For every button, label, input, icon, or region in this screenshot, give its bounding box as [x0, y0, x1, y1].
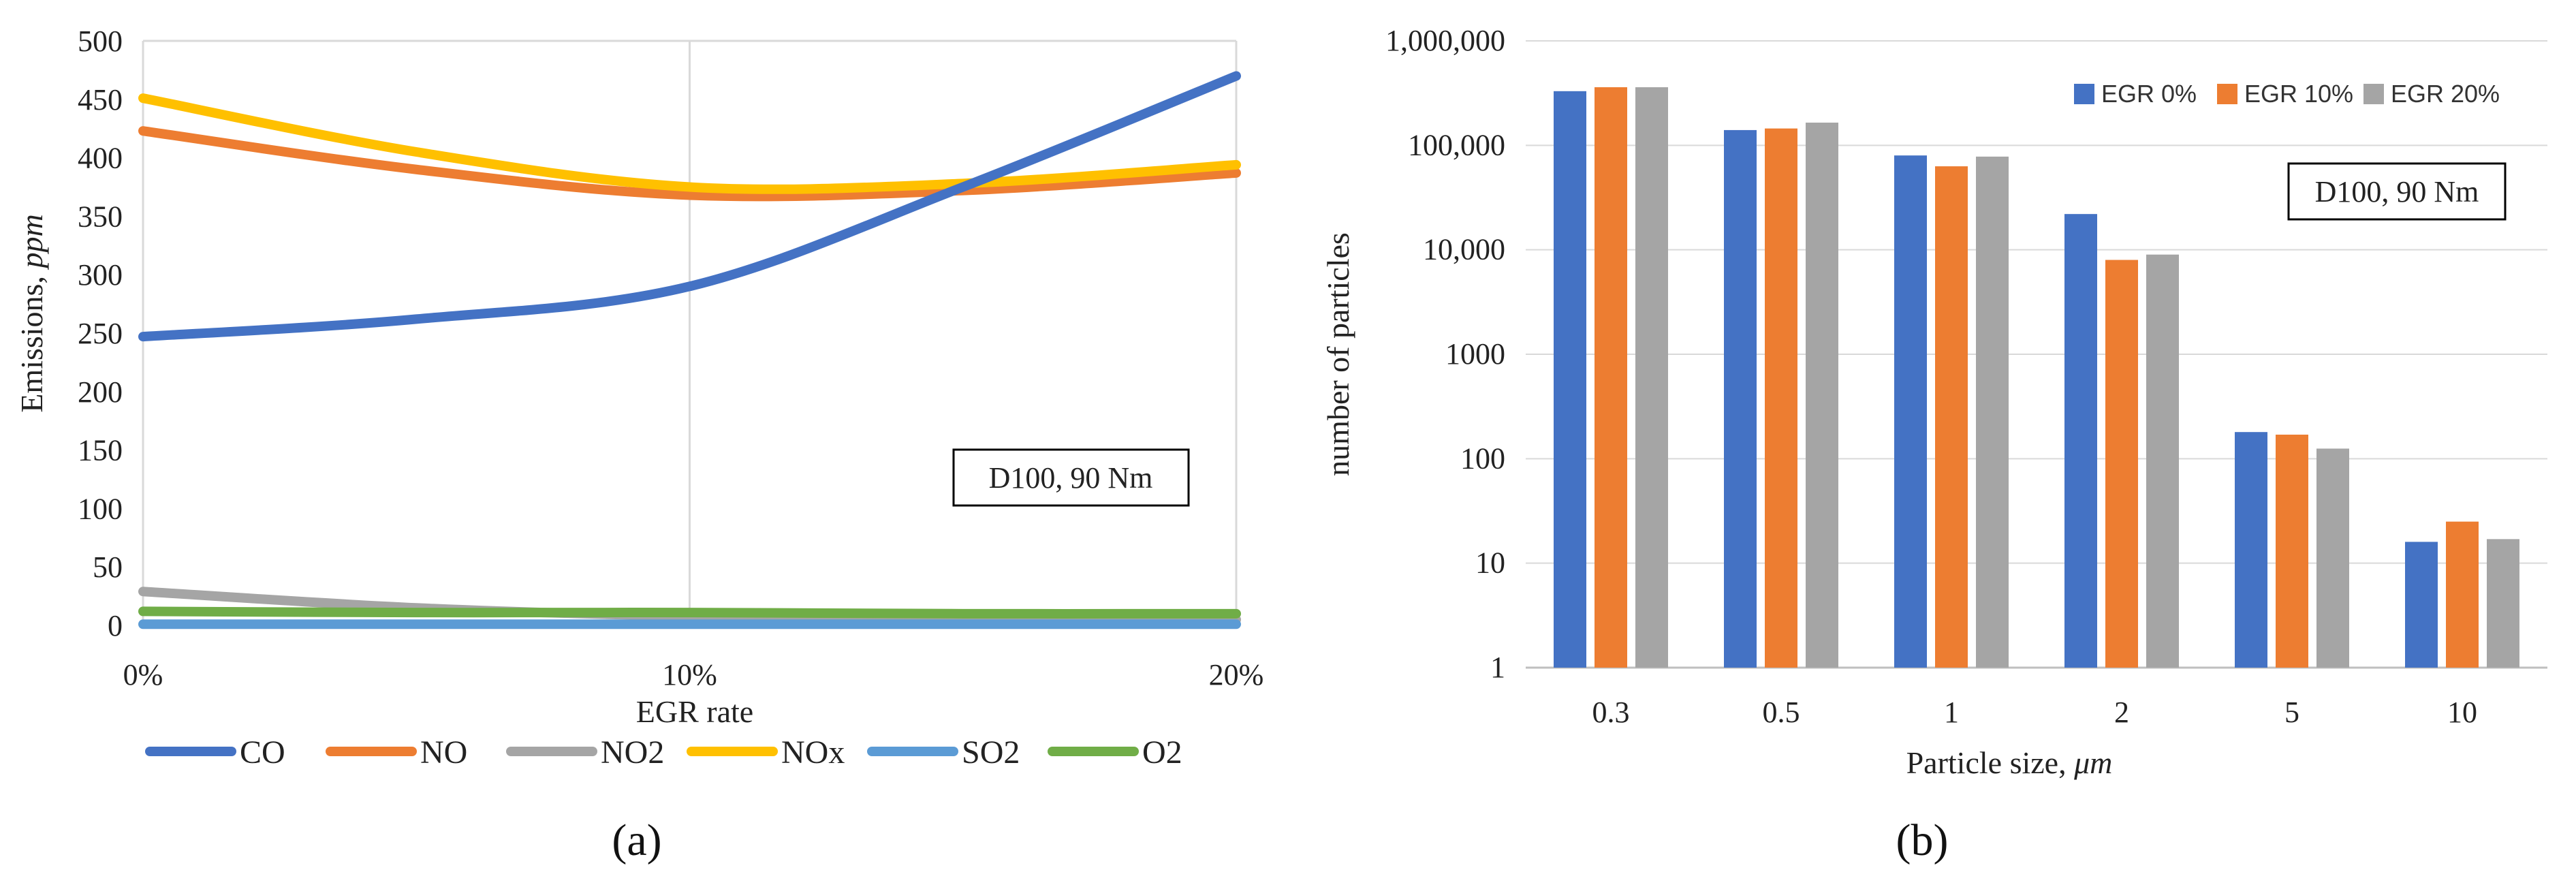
chart-b-y-ticks: 1 10 100 1000 10,000 100,000 1,000,000: [1385, 24, 2547, 684]
bar-egr-0-0-3: [1554, 91, 1586, 668]
legend-swatch-egr-10: [2217, 84, 2237, 104]
bar-egr-20-2: [2146, 254, 2179, 668]
series-line-co: [138, 71, 1241, 342]
legend-label-so2: SO2: [962, 734, 1020, 771]
bar-egr-10-2: [2105, 260, 2138, 668]
bar-egr-10-10: [2446, 521, 2479, 668]
bar-egr-0-1: [1894, 155, 1927, 668]
chart-b-x-tick-label: 2: [2114, 696, 2129, 729]
chart-b: 1 10 100 1000 10,000 100,000 1,000,000 0.3 0.5 1…: [1321, 24, 2547, 865]
chart-a-x-axis-label: EGR rate: [636, 694, 753, 729]
bar-egr-20-0-3: [1635, 87, 1668, 668]
series-line-nox: [138, 93, 1241, 194]
chart-b-x-tick-label: 1: [1944, 696, 1959, 729]
chart-b-y-tick-label: 100: [1460, 441, 1505, 475]
legend-swatch-egr-0: [2074, 84, 2094, 104]
chart-b-annotation: D100, 90 Nm: [2287, 162, 2507, 221]
bar-egr-10-5: [2276, 434, 2308, 668]
chart-b-x-tick-label: 10: [2447, 696, 2477, 729]
legend-swatch-egr-20: [2363, 84, 2384, 104]
bar-egr-10-1: [1935, 166, 1968, 668]
bar-egr-0-0-5: [1724, 129, 1757, 668]
chart-a-y-tick-label: 100: [78, 492, 123, 525]
bar-egr-20-1: [1976, 156, 2009, 668]
bar-egr-20-10: [2487, 539, 2519, 668]
chart-a-y-tick-label: 400: [78, 142, 123, 175]
chart-a-y-tick-label: 200: [78, 375, 123, 409]
bar-egr-0-5: [2235, 432, 2267, 668]
chart-a-y-tick-label: 150: [78, 434, 123, 467]
legend-label-o2: O2: [1142, 734, 1182, 771]
chart-a-x-tick-label: 20%: [1209, 658, 1264, 691]
chart-b-y-tick-label: 10: [1475, 546, 1505, 580]
chart-b-x-tick-label: 0.3: [1592, 696, 1630, 729]
legend-label-co: CO: [240, 734, 285, 771]
legend-label-no: NO: [420, 734, 467, 771]
chart-a-y-tick-label: 0: [108, 609, 123, 642]
chart-a-series: [138, 71, 1241, 629]
chart-a-x-tick-label: 0%: [123, 658, 163, 691]
chart-a-y-ticks: 0 50 100 150 200 250 300 350 400 450 500: [78, 25, 123, 642]
bar-egr-20-5: [2316, 448, 2349, 668]
chart-a-y-tick-label: 450: [78, 83, 123, 116]
chart-a-annotation: D100, 90 Nm: [952, 448, 1190, 507]
chart-b-y-tick-label: 1000: [1445, 337, 1505, 371]
legend-label-egr-0: EGR 0%: [2101, 80, 2197, 108]
chart-b-y-tick-label: 1: [1490, 651, 1505, 684]
chart-a-y-tick-label: 350: [78, 200, 123, 233]
chart-a-x-tick-label: 10%: [662, 658, 717, 691]
chart-b-bars: [1554, 87, 2519, 668]
panel-a-label: (a): [612, 815, 661, 865]
chart-a-legend: CO NO NO2 NOx SO2 O2: [145, 734, 1182, 771]
series-line-o2: [138, 606, 1241, 619]
chart-a-x-ticks: 0% 10% 20%: [123, 658, 1264, 691]
chart-b-legend: EGR 0% EGR 10% EGR 20%: [2074, 80, 2500, 108]
legend-label-no2: NO2: [601, 734, 664, 771]
chart-b-x-ticks: 0.3 0.5 1 2 5 10: [1592, 696, 2478, 729]
chart-a-y-axis-label: Emissions, ppm: [14, 214, 49, 412]
chart-a-y-tick-label: 250: [78, 317, 123, 350]
panel-b-label: (b): [1896, 815, 1949, 865]
chart-b-y-axis-label: number of particles: [1321, 232, 1355, 476]
series-line-no: [138, 126, 1241, 202]
chart-a-y-tick-label: 300: [78, 258, 123, 292]
legend-label-nox: NOx: [781, 734, 845, 771]
bar-egr-0-2: [2064, 214, 2097, 668]
legend-label-egr-20: EGR 20%: [2391, 80, 2500, 108]
bar-egr-10-0-3: [1595, 87, 1627, 668]
chart-b-annotation-text: D100, 90 Nm: [2315, 175, 2479, 208]
chart-b-x-axis-label: Particle size, μm: [1906, 745, 2113, 780]
legend-label-egr-10: EGR 10%: [2244, 80, 2353, 108]
chart-b-y-tick-label: 10,000: [1423, 233, 1505, 266]
chart-b-x-tick-label: 5: [2284, 696, 2299, 729]
chart-a-y-tick-label: 50: [93, 550, 123, 584]
bar-egr-10-0-5: [1765, 128, 1797, 668]
bar-egr-0-10: [2405, 542, 2438, 668]
chart-a-y-tick-label: 500: [78, 25, 123, 58]
chart-b-y-tick-label: 100,000: [1408, 128, 1505, 161]
chart-a-annotation-text: D100, 90 Nm: [989, 461, 1153, 495]
bar-egr-20-0-5: [1806, 122, 1838, 668]
chart-b-x-tick-label: 0.5: [1763, 696, 1800, 729]
chart-b-y-tick-label: 1,000,000: [1385, 24, 1505, 57]
